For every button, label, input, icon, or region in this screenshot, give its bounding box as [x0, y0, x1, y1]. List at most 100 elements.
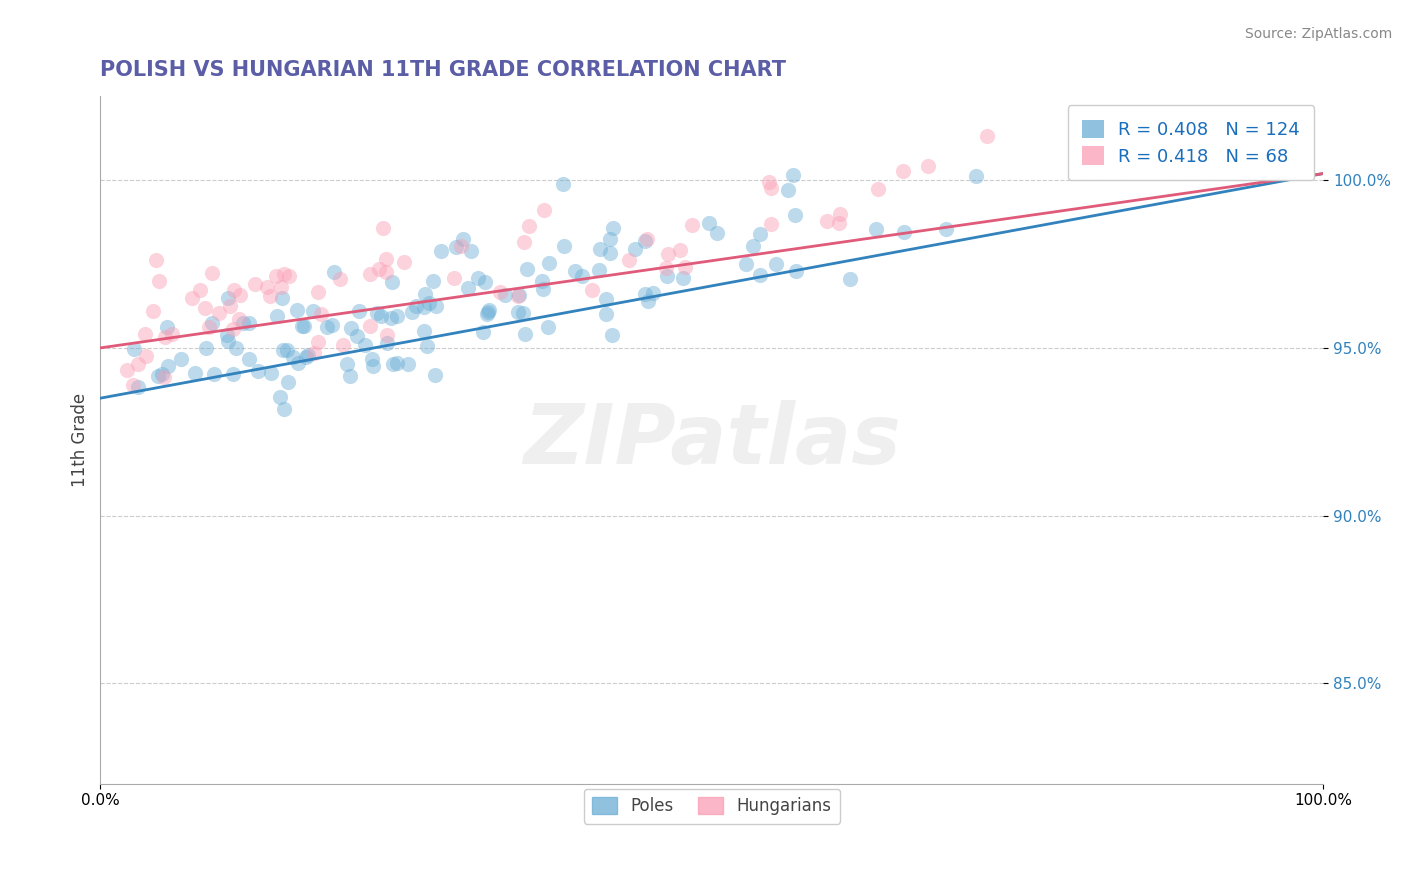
Point [260, 366, 283, 380]
Point [418, 296, 440, 310]
Point [828, 207, 851, 221]
Point [401, 304, 423, 318]
Point [868, 182, 890, 196]
Point [371, 221, 394, 235]
Point [517, 219, 540, 234]
Point [278, 269, 301, 284]
Point [444, 240, 467, 254]
Point [287, 302, 309, 317]
Point [238, 316, 260, 330]
Point [307, 334, 329, 349]
Point [657, 268, 679, 283]
Point [742, 238, 765, 252]
Point [457, 281, 479, 295]
Point [815, 214, 838, 228]
Point [217, 291, 239, 305]
Point [697, 216, 720, 230]
Point [759, 181, 782, 195]
Point [595, 308, 617, 322]
Point [838, 271, 860, 285]
Point [375, 265, 398, 279]
Point [489, 285, 512, 299]
Point [758, 175, 780, 189]
Point [976, 128, 998, 143]
Point [471, 325, 494, 339]
Point [785, 264, 807, 278]
Point [232, 316, 254, 330]
Point [475, 307, 498, 321]
Point [515, 326, 537, 341]
Point [634, 286, 657, 301]
Point [170, 352, 193, 367]
Point [749, 268, 772, 282]
Point [643, 286, 665, 301]
Point [181, 291, 204, 305]
Point [322, 265, 344, 279]
Point [508, 304, 530, 318]
Point [145, 253, 167, 268]
Point [115, 362, 138, 376]
Point [935, 222, 957, 236]
Point [197, 319, 219, 334]
Point [385, 356, 408, 370]
Point [270, 279, 292, 293]
Point [636, 232, 658, 246]
Point [776, 183, 799, 197]
Point [506, 288, 529, 302]
Point [270, 291, 292, 305]
Point [478, 303, 501, 318]
Point [287, 355, 309, 369]
Point [127, 357, 149, 371]
Point [595, 292, 617, 306]
Point [370, 309, 392, 323]
Point [222, 322, 245, 336]
Point [782, 168, 804, 182]
Point [734, 257, 756, 271]
Point [508, 288, 530, 302]
Point [893, 225, 915, 239]
Legend: Poles, Hungarians: Poles, Hungarians [583, 789, 841, 823]
Point [127, 380, 149, 394]
Point [121, 377, 143, 392]
Point [229, 288, 252, 302]
Point [589, 242, 612, 256]
Point [195, 342, 218, 356]
Point [450, 239, 472, 253]
Point [329, 271, 352, 285]
Point [416, 339, 439, 353]
Point [637, 293, 659, 308]
Point [467, 271, 489, 285]
Point [382, 357, 405, 371]
Point [602, 220, 624, 235]
Point [413, 300, 436, 314]
Point [146, 369, 169, 384]
Point [474, 275, 496, 289]
Point [346, 328, 368, 343]
Point [134, 327, 156, 342]
Point [291, 318, 314, 333]
Point [375, 252, 398, 267]
Point [153, 330, 176, 344]
Point [276, 343, 298, 357]
Point [339, 321, 361, 335]
Point [375, 328, 398, 343]
Point [269, 390, 291, 404]
Point [368, 261, 391, 276]
Point [783, 208, 806, 222]
Point [218, 299, 240, 313]
Y-axis label: 11th Grade: 11th Grade [72, 393, 89, 487]
Point [135, 349, 157, 363]
Point [392, 255, 415, 269]
Text: Source: ZipAtlas.com: Source: ZipAtlas.com [1244, 27, 1392, 41]
Point [917, 159, 939, 173]
Point [380, 311, 402, 326]
Point [153, 369, 176, 384]
Point [200, 266, 222, 280]
Point [425, 299, 447, 313]
Point [531, 282, 554, 296]
Point [190, 283, 212, 297]
Point [513, 235, 536, 249]
Point [564, 264, 586, 278]
Point [201, 317, 224, 331]
Point [122, 342, 145, 356]
